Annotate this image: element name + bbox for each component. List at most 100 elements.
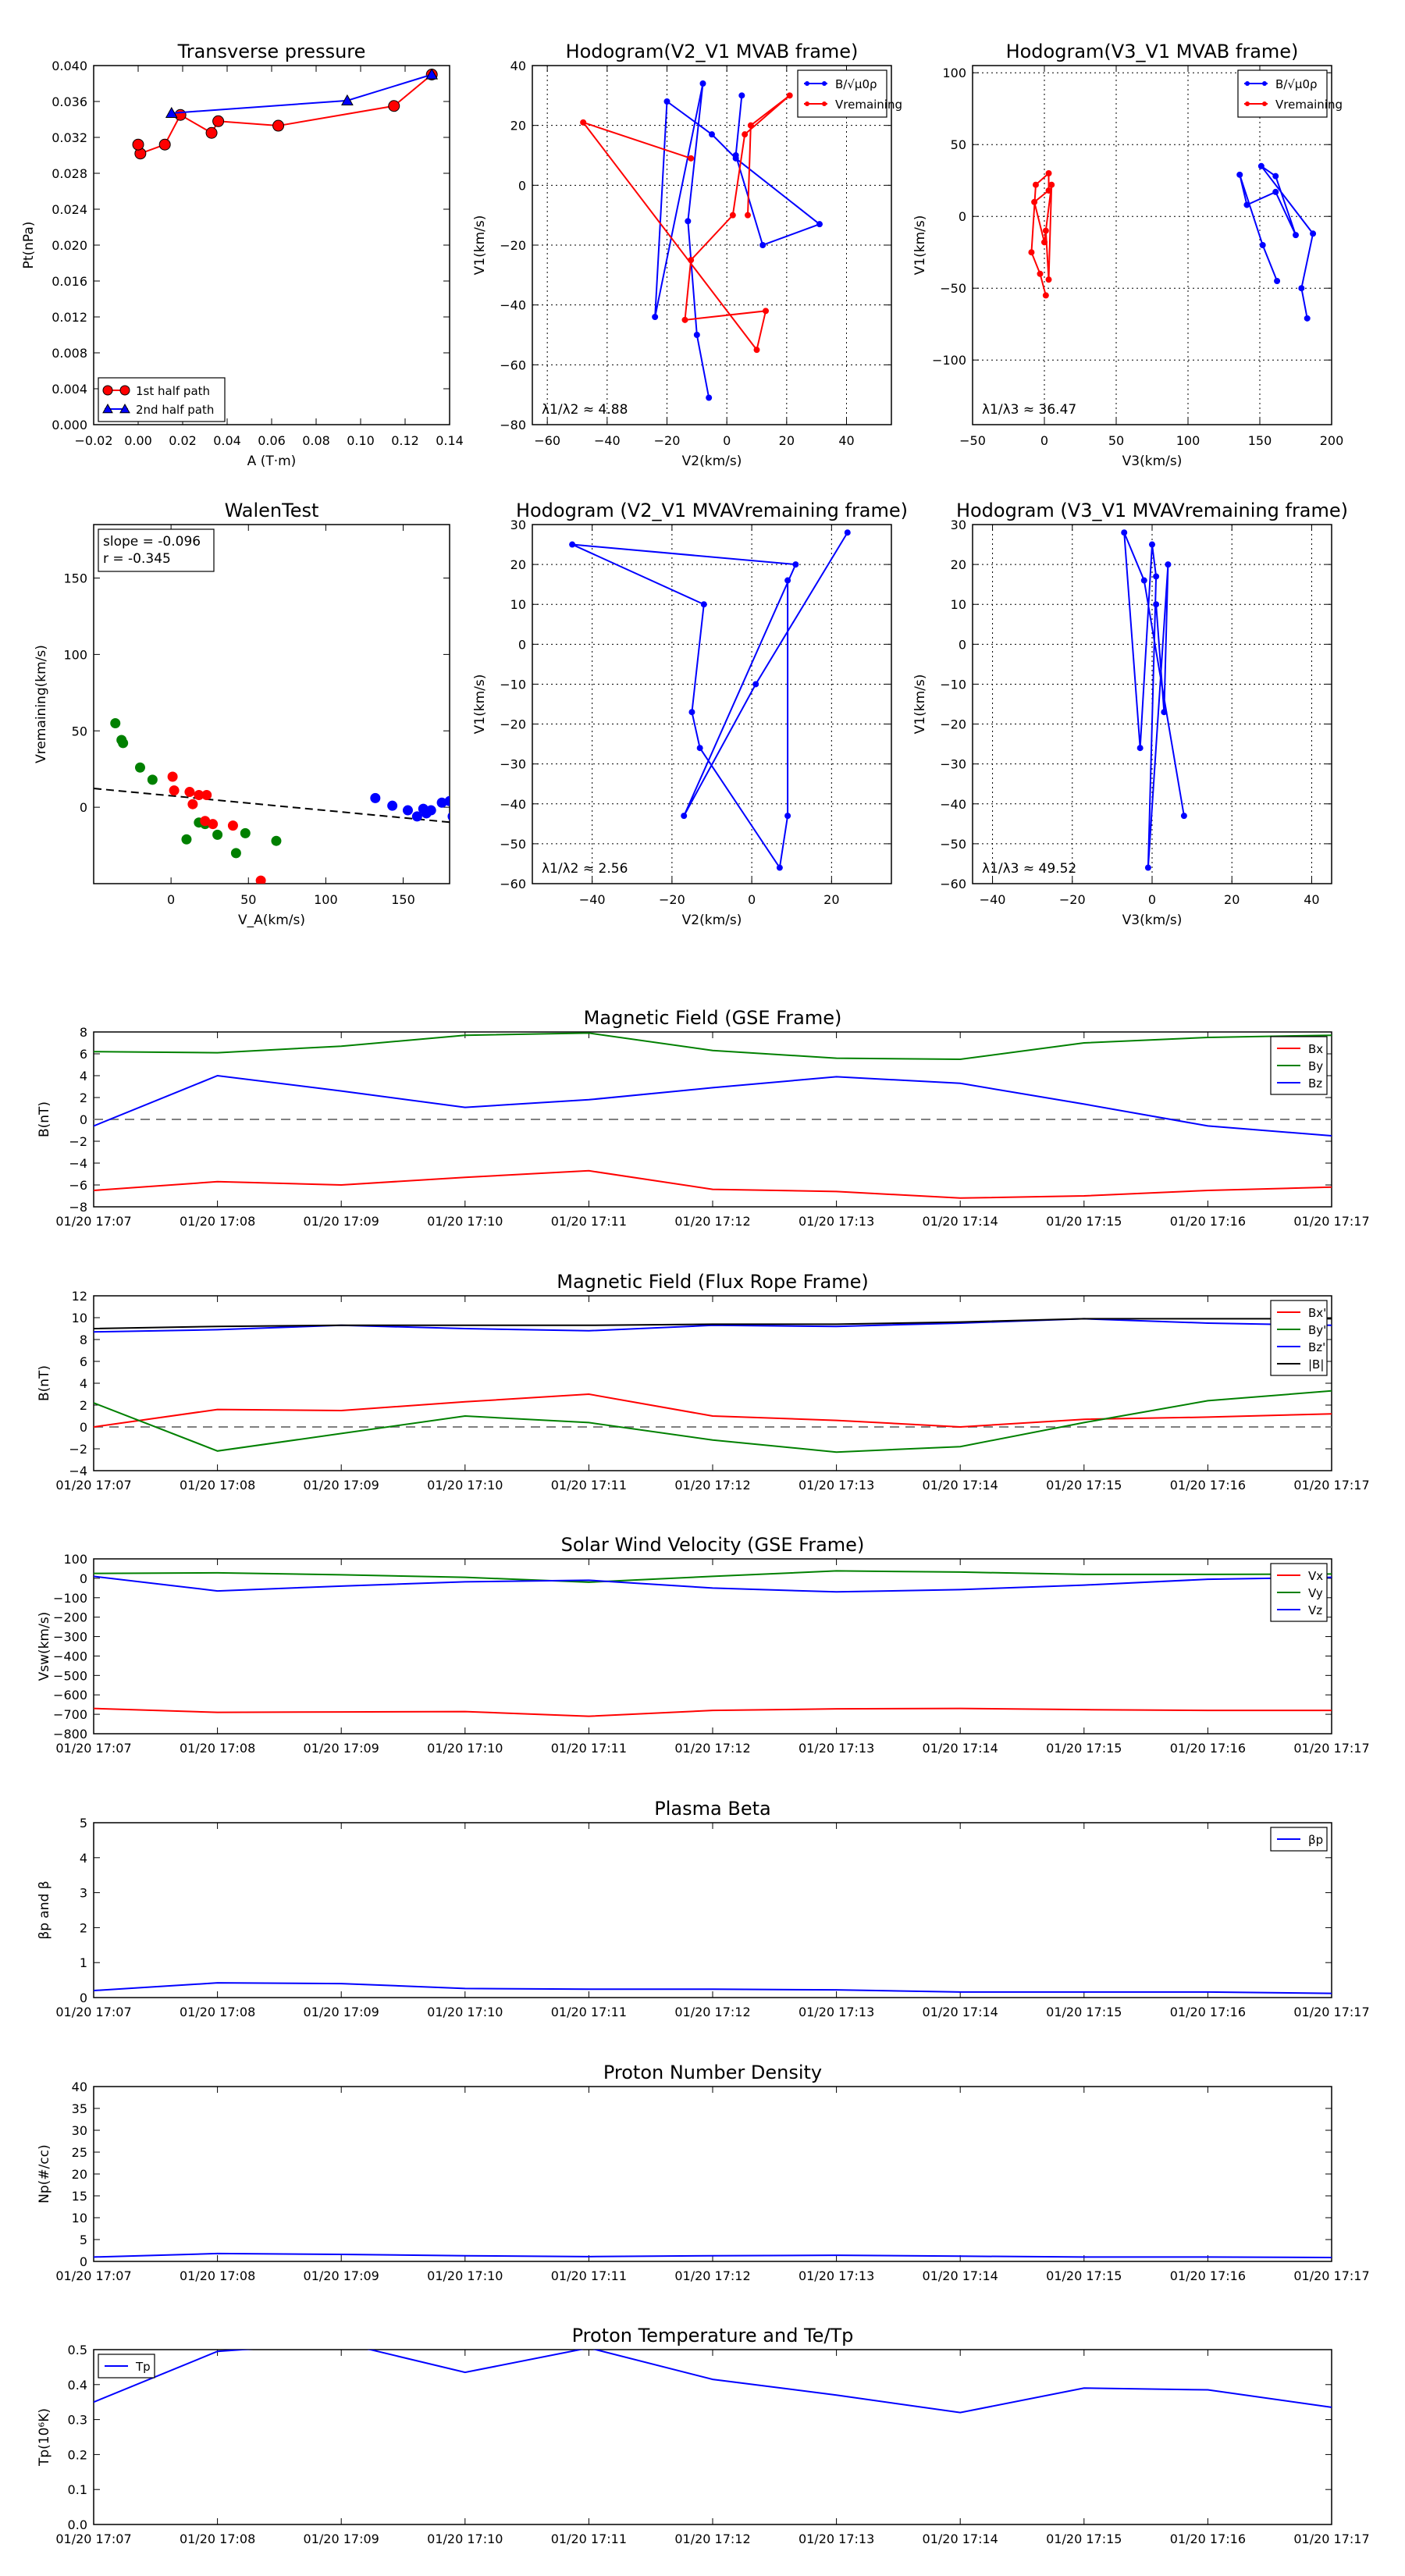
hodogram-v2v1-mvab-point — [685, 218, 692, 225]
magnetic-field-gse-series-line-0 — [94, 1169, 1332, 1199]
transverse-pressure-ylabel: Pt(nPa) — [21, 222, 37, 269]
magnetic-field-gse-legend-label: Bx — [1308, 1042, 1323, 1056]
transverse-pressure-point — [272, 119, 285, 132]
magnetic-field-flux-rope-legend-label: Bx' — [1308, 1306, 1326, 1320]
hodogram-v3v1-mvab-point — [1045, 276, 1052, 283]
hodogram-v2v1-mvav-point — [784, 813, 791, 820]
walen-test-point — [444, 795, 450, 806]
magnetic-field-gse-series-line-1 — [94, 1032, 1332, 1061]
plasma-beta-xtick-label: 01/20 17:16 — [1170, 2005, 1246, 2019]
hodogram-v3v1-mvab-annotation: λ1/λ3 ≈ 36.47 — [982, 402, 1076, 418]
proton-temperature-xtick-label: 01/20 17:08 — [180, 2532, 255, 2546]
hodogram-v2v1-mvav-annotation: λ1/λ2 ≈ 2.56 — [542, 861, 628, 877]
hodogram-v2v1-mvab-title: Hodogram(V2_V1 MVAB frame) — [566, 41, 859, 62]
hodogram-v2v1-mvab-legend-label: Vremaining — [835, 98, 902, 112]
walen-test-plot-area — [94, 717, 450, 884]
plasma-beta-series-line-0 — [94, 1982, 1332, 1994]
hodogram-v2v1-mvab-legend-marker — [822, 101, 827, 106]
plasma-beta-ylabel: βp and β — [37, 1880, 52, 1939]
hodogram-v2v1-mvav-plot-area — [569, 529, 851, 871]
hodogram-v3v1-mvav-point — [1165, 561, 1172, 568]
magnetic-field-flux-rope-series-line-2 — [94, 1318, 1332, 1333]
transverse-pressure-legend-marker — [102, 385, 113, 396]
walen-test-point — [187, 799, 198, 809]
hodogram-v3v1-mvav-ytick-label: −60 — [940, 877, 966, 891]
walen-test-panel: 0 50 100 150 0 50 100 150 WalenTest V_A(km/s) Vrem… — [34, 500, 450, 928]
hodogram-v2v1-mvab-point — [688, 155, 695, 162]
walen-test-point — [411, 811, 422, 822]
magnetic-field-gse-legend-label: By — [1308, 1059, 1323, 1073]
hodogram-v2v1-mvab-ytick-label: −60 — [500, 358, 526, 372]
solar-wind-velocity-ytick-label: −400 — [53, 1649, 87, 1663]
hodogram-v2v1-mvab-xtick-label: −20 — [654, 433, 681, 448]
hodogram-v3v1-mvab-point — [1272, 173, 1279, 180]
hodogram-v3v1-mvab-legend-label: Vremaining — [1275, 98, 1343, 112]
hodogram-v3v1-mvab-point — [1045, 187, 1052, 194]
walen-test-ytick-label: 100 — [63, 647, 87, 662]
hodogram-v2v1-mvab-legend-marker — [822, 81, 827, 86]
hodogram-v2v1-mvab-point — [816, 221, 823, 228]
hodogram-v3v1-mvav-series-line-0 — [1123, 532, 1185, 868]
hodogram-v2v1-mvab-ytick-label: 20 — [510, 119, 526, 133]
hodogram-v3v1-mvab-point — [1032, 181, 1039, 188]
hodogram-v3v1-mvab-xlabel: V3(km/s) — [1122, 454, 1183, 469]
walen-test-point — [118, 738, 129, 749]
solar-wind-velocity-xtick-label: 01/20 17:11 — [551, 1741, 627, 1756]
solar-wind-velocity-xtick-label: 01/20 17:09 — [304, 1741, 379, 1756]
solar-wind-velocity-ytick-label: −700 — [53, 1707, 87, 1722]
plasma-beta-plot-area — [94, 1982, 1332, 1994]
hodogram-v3v1-mvab-axes-frame — [972, 65, 1332, 425]
transverse-pressure-title: Transverse pressure — [177, 41, 366, 62]
solar-wind-velocity-legend-label: Vx — [1308, 1569, 1323, 1583]
walen-test-point — [402, 805, 413, 816]
solar-wind-velocity-series-line-0 — [94, 1707, 1332, 1717]
magnetic-field-flux-rope-series-line-1 — [94, 1389, 1332, 1453]
magnetic-field-gse-series-line-2 — [94, 1074, 1332, 1137]
hodogram-v3v1-mvav-ytick-label: 10 — [951, 597, 966, 612]
magnetic-field-gse-xtick-label: 01/20 17:12 — [674, 1214, 750, 1229]
proton-density-ytick-label: 30 — [72, 2123, 87, 2138]
hodogram-v2v1-mvab-xlabel: V2(km/s) — [682, 454, 742, 469]
transverse-pressure-legend-marker — [119, 385, 130, 396]
magnetic-field-flux-rope-panel: 01/20 17:07 01/20 17:08 01/20 17:09 01/20 1… — [37, 1271, 1370, 1493]
transverse-pressure-ytick-label: 0.016 — [52, 274, 87, 289]
magnetic-field-flux-rope-ytick-label: 4 — [80, 1376, 87, 1391]
solar-wind-velocity-xtick-label: 01/20 17:14 — [923, 1741, 998, 1756]
walen-test-point — [387, 800, 398, 811]
hodogram-v2v1-mvav-ytick-label: −20 — [500, 717, 526, 732]
transverse-pressure-ytick-label: 0.020 — [52, 238, 87, 253]
hodogram-v2v1-mvab-ytick-label: 0 — [518, 178, 526, 193]
hodogram-v3v1-mvav-annotation: λ1/λ3 ≈ 49.52 — [982, 861, 1076, 877]
proton-density-plot-area — [94, 2252, 1332, 2258]
plasma-beta-xtick-label: 01/20 17:12 — [674, 2005, 750, 2019]
hodogram-v3v1-mvav-point — [1140, 577, 1147, 584]
hodogram-v3v1-mvab-ytick-label: 0 — [959, 209, 966, 224]
solar-wind-velocity-series-line-2 — [94, 1575, 1332, 1593]
magnetic-field-flux-rope-plot-area — [94, 1318, 1332, 1453]
hodogram-v3v1-mvab-panel: −50 0 50 100 150 200 −100 −50 0 50 100 Hodogram(V3_… — [912, 41, 1343, 469]
walen-test-point — [240, 827, 251, 838]
solar-wind-velocity-title: Solar Wind Velocity (GSE Frame) — [561, 1534, 865, 1556]
hodogram-v2v1-mvab-panel: −60 −40 −20 0 20 40 −80 −60 −40 −20 0 20 40 Hodogram(… — [472, 41, 902, 469]
proton-temperature-xtick-label: 01/20 17:12 — [674, 2532, 750, 2546]
plasma-beta-ytick-label: 2 — [80, 1920, 87, 1935]
magnetic-field-gse-xtick-label: 01/20 17:14 — [923, 1214, 998, 1229]
magnetic-field-flux-rope-series-line-0 — [94, 1393, 1332, 1429]
magnetic-field-flux-rope-xtick-label: 01/20 17:14 — [923, 1478, 998, 1493]
proton-temperature-xtick-label: 01/20 17:14 — [923, 2532, 998, 2546]
transverse-pressure-point — [158, 138, 171, 151]
walen-test-point — [227, 820, 238, 831]
hodogram-v2v1-mvav-xtick-label: −40 — [579, 892, 606, 907]
walen-test-xlabel: V_A(km/s) — [238, 913, 305, 928]
hodogram-v3v1-mvav-ytick-label: −10 — [940, 677, 966, 692]
hodogram-v3v1-mvab-plot-area — [1028, 162, 1317, 322]
walen-test-point — [208, 819, 219, 830]
hodogram-v3v1-mvab-point — [1045, 170, 1052, 176]
solar-wind-velocity-series-line-1 — [94, 1570, 1332, 1583]
hodogram-v2v1-mvab-point — [652, 314, 659, 320]
hodogram-v3v1-mvab-legend — [1237, 69, 1328, 118]
transverse-pressure-legend-marker — [119, 403, 130, 414]
walen-test-stats-box — [98, 528, 215, 572]
transverse-pressure-point — [425, 68, 439, 80]
solar-wind-velocity-xtick-label: 01/20 17:12 — [674, 1741, 750, 1756]
